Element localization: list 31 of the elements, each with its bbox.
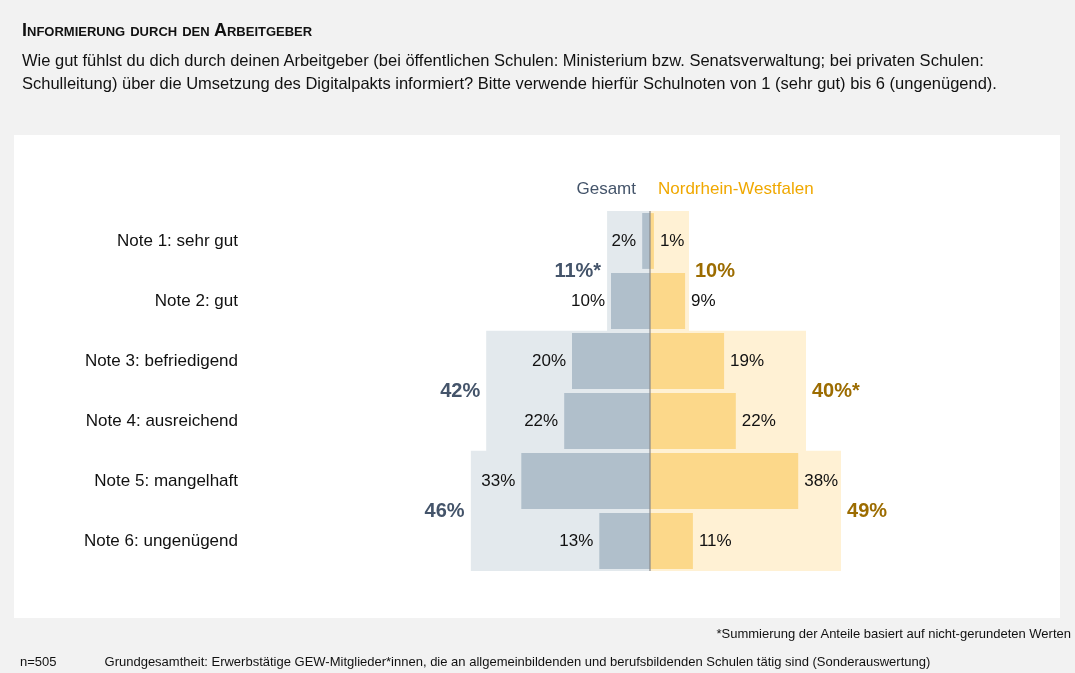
y-tick-label: Note 4: ausreichend <box>85 410 238 430</box>
chart-subtitle: Wie gut fühlst du dich durch deinen Arbeitgeber (bei öffentlichen Schulen: Ministerium bzw. Senatsverwaltung; bei privaten Schulen: Schulleitung) über die Umsetzung des Digitalpakts informiert? Bitte verwende hierfür Schulnoten von 1 (sehr gut) bis 6 (ungenügend). <box>22 50 998 94</box>
data-label: 49% <box>847 498 888 521</box>
data-label: 11% <box>698 530 732 550</box>
y-tick-label: Note 2: gut <box>154 290 239 310</box>
text: n=505 <box>20 654 57 669</box>
data-label: 33% <box>481 470 516 490</box>
data-label: 22% <box>524 410 559 430</box>
data-label: 13% <box>559 530 594 550</box>
y-tick-label: Note 5: mangelhaft <box>94 470 239 490</box>
data-label: 38% <box>804 470 839 490</box>
series-label: Gesamt <box>576 178 637 198</box>
data-label: 42% <box>440 378 481 401</box>
series-label: Nordrhein-Westfalen <box>658 178 814 198</box>
data-label: 10% <box>570 290 605 310</box>
data-label: 40%* <box>812 378 861 401</box>
data-label: 19% <box>730 350 765 370</box>
text: *Summierung der Anteile basiert auf nicht-gerundeten Werten <box>716 626 1071 641</box>
data-label: 46% <box>424 498 465 521</box>
data-label: 11%* <box>554 258 602 281</box>
text: Informierung durch den Arbeitgeber <box>22 20 314 41</box>
data-label: 1% <box>659 230 685 250</box>
data-label: 2% <box>611 230 637 250</box>
data-label: 10% <box>695 258 736 281</box>
data-label: 9% <box>691 290 716 310</box>
y-tick-label: Note 1: sehr gut <box>117 230 239 250</box>
text: Grundgesamtheit: Erwerbstätige GEW-Mitglieder*innen, die an allgemeinbildenden und berufsbildenden Schulen tätig sind (Sonderauswertung) <box>104 654 931 669</box>
y-tick-label: Note 3: befriedigend <box>84 350 238 370</box>
data-label: 20% <box>531 350 566 370</box>
data-label: 22% <box>741 410 776 430</box>
y-tick-label: Note 6: ungenügend <box>83 530 238 550</box>
